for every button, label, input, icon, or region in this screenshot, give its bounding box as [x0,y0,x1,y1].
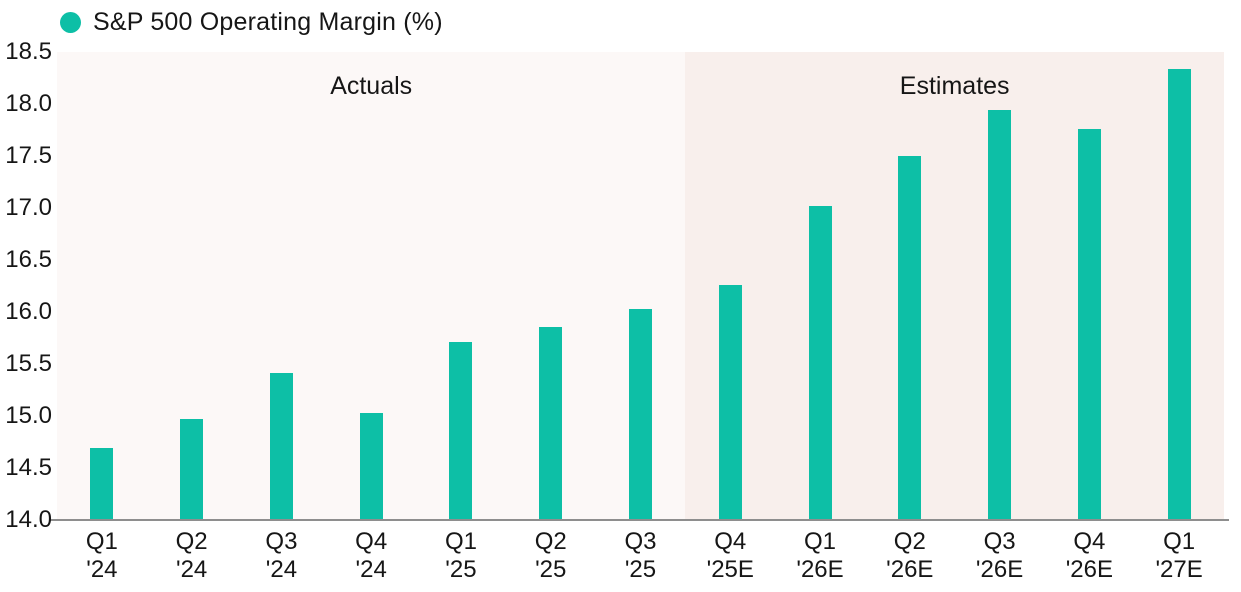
estimates-section-background [685,52,1224,520]
circle-dot-icon [60,12,81,33]
bar-q2-26E [898,156,922,520]
bar-q1-26E [808,205,832,520]
x-tick-q1-27E: Q1'27E [1155,528,1203,583]
x-tick-q4-25E: Q4'25E [706,528,754,583]
x-tick-q4-26E: Q4'26E [1065,528,1113,583]
y-tick-16.5: 16.5 [5,246,52,273]
bar-q3-25 [629,308,652,520]
bar-q3-24 [269,373,293,520]
legend-series-label: S&P 500 Operating Margin (%) [93,8,443,36]
bar-q1-27E [1167,68,1191,520]
chart-legend: S&P 500 Operating Margin (%) [60,8,443,37]
y-tick-14.5: 14.5 [5,454,52,481]
bar-q2-24 [180,419,204,520]
x-tick-q1-26E: Q1'26E [796,528,844,583]
x-tick-q2-24: Q2'24 [175,528,208,583]
x-tick-q1-24: Q1'24 [85,528,118,583]
bar-q3-26E [988,110,1012,520]
x-tick-q4-24: Q4'24 [355,528,388,583]
bar-q2-25 [539,326,563,520]
bar-q4-26E [1077,128,1101,520]
bar-q4-24 [359,412,383,520]
y-tick-14.0: 14.0 [5,506,52,533]
y-tick-15.0: 15.0 [5,402,52,429]
bar-q1-24 [90,448,114,520]
y-tick-17.5: 17.5 [5,142,52,169]
x-tick-q1-25: Q1'25 [444,528,477,583]
x-tick-q3-26E: Q3'26E [975,528,1024,583]
y-tick-17.0: 17.0 [5,194,52,221]
bar-q1-25 [449,342,473,520]
x-tick-q3-24: Q3'24 [265,528,298,583]
x-axis-line [49,519,1229,521]
y-tick-18.0: 18.0 [5,90,52,117]
x-tick-q3-25: Q3'25 [624,528,657,583]
plot-background [57,52,1224,520]
x-tick-q2-26E: Q2'26E [886,528,934,583]
plot-area: Actuals Estimates [57,52,1224,520]
y-tick-16.0: 16.0 [5,298,52,325]
y-tick-15.5: 15.5 [5,350,52,377]
y-tick-18.5: 18.5 [5,38,52,65]
x-tick-q2-25: Q2'25 [534,528,567,583]
bar-q4-25E [718,284,742,520]
